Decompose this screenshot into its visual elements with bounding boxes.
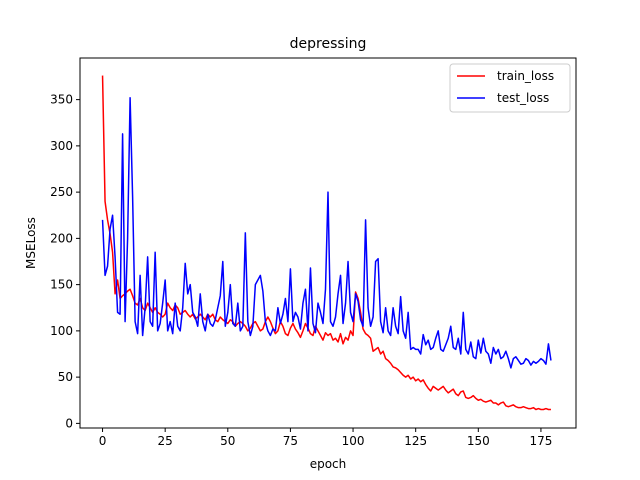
x-tick-label: 50 — [220, 434, 235, 448]
series-layer — [101, 75, 552, 411]
plot-frame — [79, 57, 577, 429]
y-tick-label: 0 — [65, 416, 73, 430]
x-tick-label: 100 — [342, 434, 365, 448]
x-axis-ticks: 0 25 50 75 100 125 150 175 — [99, 428, 552, 448]
x-axis-label: epoch — [310, 457, 347, 471]
y-axis-label: MSELoss — [24, 217, 38, 269]
y-tick-label: 250 — [50, 185, 73, 199]
y-tick-label: 300 — [50, 139, 73, 153]
series-line-train-loss — [101, 75, 551, 411]
plot-area — [79, 57, 577, 429]
x-tick-label: 175 — [529, 434, 552, 448]
x-tick-label: 75 — [283, 434, 298, 448]
x-tick-label: 150 — [467, 434, 490, 448]
y-tick-label: 50 — [58, 370, 73, 384]
legend-label: test_loss — [497, 91, 549, 105]
x-tick-label: 125 — [404, 434, 427, 448]
y-axis-ticks: 0 50 100 150 200 250 300 350 — [50, 93, 80, 430]
legend-label: train_loss — [497, 69, 554, 83]
x-tick-label: 25 — [158, 434, 173, 448]
series-line-test-loss — [101, 97, 552, 369]
legend: train_loss test_loss — [449, 63, 571, 113]
y-tick-label: 350 — [50, 93, 73, 107]
chart-title: depressing — [290, 36, 367, 52]
y-tick-label: 100 — [50, 324, 73, 338]
x-tick-label: 0 — [99, 434, 107, 448]
y-tick-label: 150 — [50, 278, 73, 292]
y-tick-label: 200 — [50, 231, 73, 245]
